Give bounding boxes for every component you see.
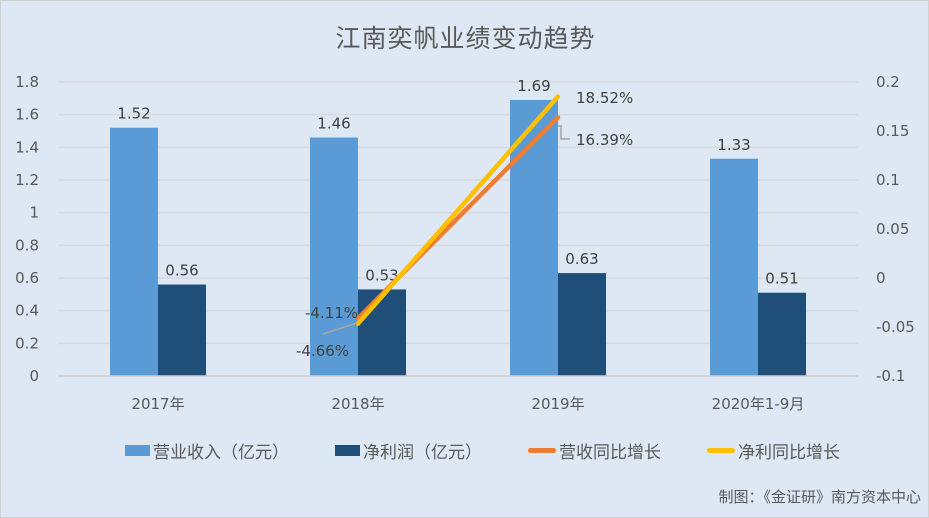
legend-swatch-net-profit <box>335 445 360 456</box>
bar-data-label: 1.33 <box>717 136 750 154</box>
right-axis-tick: 0.15 <box>876 122 909 140</box>
left-axis-tick: 1 <box>29 204 39 222</box>
bar-net-profit[interactable] <box>558 273 606 376</box>
line-data-label-revenue-yoy-2019: 16.39% <box>576 131 633 149</box>
bar-data-label: 0.51 <box>765 270 798 288</box>
bar-data-label: 0.63 <box>565 250 598 268</box>
left-axis-tick: 0.4 <box>15 302 39 320</box>
bar-net-profit[interactable] <box>158 284 206 376</box>
chart-credit: 制图：《金证研》南方资本中心 <box>718 488 921 506</box>
bar-data-label: 1.46 <box>317 115 350 133</box>
legend-label-revenue-yoy: 营收同比增长 <box>559 443 661 463</box>
left-axis-tick: 1.8 <box>15 73 39 91</box>
left-axis-tick: 0 <box>29 367 39 385</box>
left-axis-tick: 1.4 <box>15 138 39 156</box>
right-axis-tick: 0.2 <box>876 73 900 91</box>
category-label: 2017年 <box>131 395 184 413</box>
leader-line <box>558 125 570 140</box>
left-axis-tick: 0.8 <box>15 236 39 254</box>
line-data-label-profit-yoy-2019: 18.52% <box>576 89 633 107</box>
legend-line-profit-yoy <box>707 448 735 453</box>
category-label: 2020年1-9月 <box>712 395 805 413</box>
category-label: 2019年 <box>531 395 584 413</box>
legend-item-revenue[interactable]: 营业收入（亿元） <box>125 438 289 463</box>
right-axis-tick: 0.1 <box>876 171 900 189</box>
line-data-label-revenue-yoy-2018: -4.11% <box>305 304 358 322</box>
right-axis-tick: 0.05 <box>876 220 909 238</box>
left-axis-tick: 1.6 <box>15 106 39 124</box>
bar-data-label: 0.53 <box>365 266 398 284</box>
category-label: 2018年 <box>331 395 384 413</box>
legend-label-net-profit: 净利润（亿元） <box>363 443 482 463</box>
legend-line-revenue-yoy <box>528 448 556 453</box>
bar-revenue[interactable] <box>310 137 358 376</box>
chart-title: 江南奕帆业绩变动趋势 <box>335 24 596 53</box>
legend-swatch-revenue <box>125 445 150 456</box>
left-axis-tick: 1.2 <box>15 171 39 189</box>
bar-net-profit[interactable] <box>358 289 406 376</box>
line-profit-yoy[interactable] <box>355 94 561 326</box>
line-data-label-profit-yoy-2018: -4.66% <box>296 342 349 360</box>
right-axis-tick: -0.1 <box>876 367 905 385</box>
bar-data-label: 0.56 <box>165 262 198 280</box>
legend-label-profit-yoy: 净利同比增长 <box>738 443 840 463</box>
bar-revenue[interactable] <box>510 99 558 376</box>
right-axis-tick: 0 <box>876 269 886 287</box>
bar-data-label: 1.69 <box>517 77 550 95</box>
right-axis-tick: -0.05 <box>876 318 915 336</box>
legend-label-revenue: 营业收入（亿元） <box>153 443 289 463</box>
chart-legend: 营业收入（亿元） 净利润（亿元） 营收同比增长 净利同比增长 <box>125 438 886 463</box>
legend-item-revenue-yoy[interactable]: 营收同比增长 <box>528 438 661 463</box>
left-axis-tick: 0.6 <box>15 269 39 287</box>
bar-net-profit[interactable] <box>758 292 806 376</box>
left-axis-tick: 0.2 <box>15 334 39 352</box>
bar-revenue[interactable] <box>710 158 758 376</box>
leader-line <box>322 322 358 335</box>
bar-data-label: 1.52 <box>117 105 150 123</box>
legend-item-net-profit[interactable]: 净利润（亿元） <box>335 438 482 463</box>
legend-item-profit-yoy[interactable]: 净利同比增长 <box>707 438 840 463</box>
bar-revenue[interactable] <box>110 127 158 376</box>
